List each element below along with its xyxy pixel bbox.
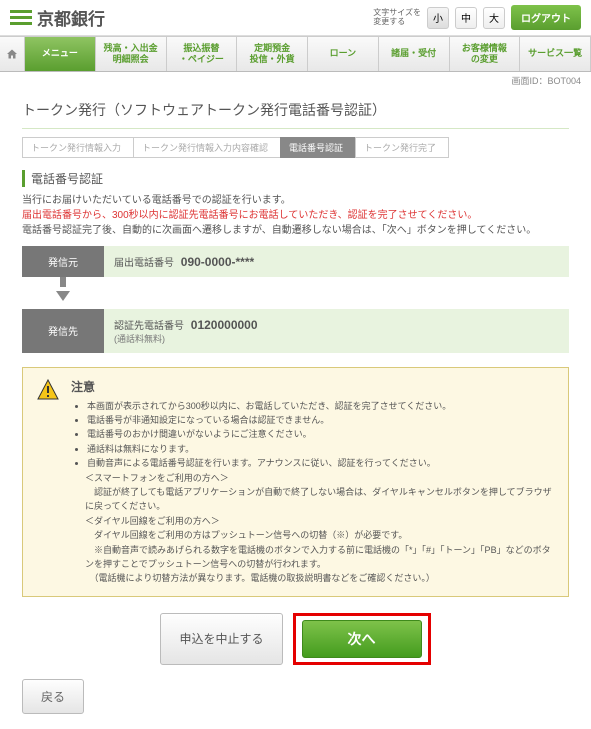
font-size-label: 文字サイズを 変更する bbox=[373, 9, 421, 27]
screen-id: 画面ID：BOT004 bbox=[0, 72, 591, 89]
phone-to-caption: 認証先電話番号 bbox=[114, 321, 184, 332]
notice-heading: 注意 bbox=[71, 378, 556, 395]
notice-item: 電話番号が非通知設定になっている場合は認証できません。 bbox=[87, 413, 556, 427]
fontsize-small-button[interactable]: 小 bbox=[427, 7, 449, 29]
phone-to-row: 発信先 認証先電話番号 0120000000 (通話料無料) bbox=[22, 309, 569, 353]
arrow-down-icon bbox=[56, 291, 70, 301]
notice-item: 本画面が表示されてから300秒以内に、お電話していただき、認証を完了させてくださ… bbox=[87, 399, 556, 413]
step-indicator: トークン発行情報入力 トークン発行情報入力内容確認 電話番号認証 トークン発行完… bbox=[22, 137, 569, 158]
intro-line-2: 届出電話番号から、300秒以内に認証先電話番号にお電話していただき、認証を完了さ… bbox=[22, 208, 569, 223]
nav-item-1[interactable]: 残高・入出金 明細照会 bbox=[96, 37, 167, 71]
cancel-button[interactable]: 申込を中止する bbox=[160, 613, 282, 665]
nav-home-icon[interactable] bbox=[0, 37, 25, 71]
step-1: トークン発行情報入力内容確認 bbox=[133, 137, 281, 158]
intro-line-3: 電話番号認証完了後、自動的に次画面へ遷移しますが、自動遷移しない場合は、「次へ」… bbox=[22, 223, 569, 238]
notice-item: 通話料は無料になります。 bbox=[87, 442, 556, 456]
phone-to-label: 発信先 bbox=[22, 309, 104, 353]
arrow-icon bbox=[60, 277, 66, 287]
nav-item-5[interactable]: 諸届・受付 bbox=[379, 37, 450, 71]
phone-from-number: 090-0000-**** bbox=[181, 255, 254, 269]
notice-item: ※自動音声で読みあげられる数字を電話機のボタンで入力する前に電話機の「*」「#」… bbox=[85, 543, 556, 572]
notice-item: 認証が終了しても電話アプリケーションが自動で終了しない場合は、ダイヤルキャンセル… bbox=[85, 485, 556, 514]
logout-button[interactable]: ログアウト bbox=[511, 5, 581, 30]
notice-item: ダイヤル回線をご利用の方はプッシュトーン信号への切替（※）が必要です。 bbox=[85, 528, 556, 542]
phone-from-caption: 届出電話番号 bbox=[114, 258, 174, 269]
nav-item-4[interactable]: ローン bbox=[308, 37, 379, 71]
notice-item: ＜ダイヤル回線をご利用の方へ＞ bbox=[85, 514, 556, 528]
notice-item: （電話機により切替方法が異なります。電話機の取扱説明書などをご確認ください。） bbox=[85, 571, 556, 585]
nav-item-2[interactable]: 振込振替 ・ペイジー bbox=[167, 37, 238, 71]
phone-from-row: 発信元 届出電話番号 090-0000-**** bbox=[22, 246, 569, 277]
phone-to-number: 0120000000 bbox=[191, 318, 258, 332]
notice-item: ＜スマートフォンをご利用の方へ＞ bbox=[85, 471, 556, 485]
back-button[interactable]: 戻る bbox=[22, 679, 84, 714]
notice-item: 電話番号のおかけ間違いがないようにご注意ください。 bbox=[87, 427, 556, 441]
bank-logo-icon bbox=[10, 10, 32, 26]
nav-item-6[interactable]: お客様情報 の変更 bbox=[450, 37, 521, 71]
notice-item: 自動音声による電話番号認証を行います。アナウンスに従い、認証を行ってください。 bbox=[87, 456, 556, 470]
page-title: トークン発行（ソフトウェアトークン発行電話番号認証） bbox=[22, 94, 569, 129]
main-nav: メニュー 残高・入出金 明細照会 振込振替 ・ペイジー 定期預金 投信・外貨 ロ… bbox=[0, 36, 591, 72]
step-2: 電話番号認証 bbox=[280, 137, 356, 158]
section-title: 電話番号認証 bbox=[22, 170, 569, 187]
intro-line-1: 当行にお届けいただいている電話番号での認証を行います。 bbox=[22, 193, 569, 208]
fontsize-mid-button[interactable]: 中 bbox=[455, 7, 477, 29]
bank-name: 京都銀行 bbox=[37, 5, 105, 30]
nav-item-0[interactable]: メニュー bbox=[25, 37, 96, 71]
nav-item-7[interactable]: サービス一覧 bbox=[520, 37, 591, 71]
step-0: トークン発行情報入力 bbox=[22, 137, 134, 158]
next-button[interactable]: 次へ bbox=[302, 620, 422, 658]
nav-item-3[interactable]: 定期預金 投信・外貨 bbox=[237, 37, 308, 71]
warning-icon bbox=[35, 378, 61, 586]
notice-box: 注意 本画面が表示されてから300秒以内に、お電話していただき、認証を完了させて… bbox=[22, 367, 569, 597]
notice-list: 本画面が表示されてから300秒以内に、お電話していただき、認証を完了させてくださ… bbox=[71, 399, 556, 586]
next-button-highlight: 次へ bbox=[293, 613, 431, 665]
fontsize-large-button[interactable]: 大 bbox=[483, 7, 505, 29]
step-3: トークン発行完了 bbox=[355, 137, 449, 158]
phone-to-note: (通話料無料) bbox=[114, 332, 559, 345]
phone-from-label: 発信元 bbox=[22, 246, 104, 277]
